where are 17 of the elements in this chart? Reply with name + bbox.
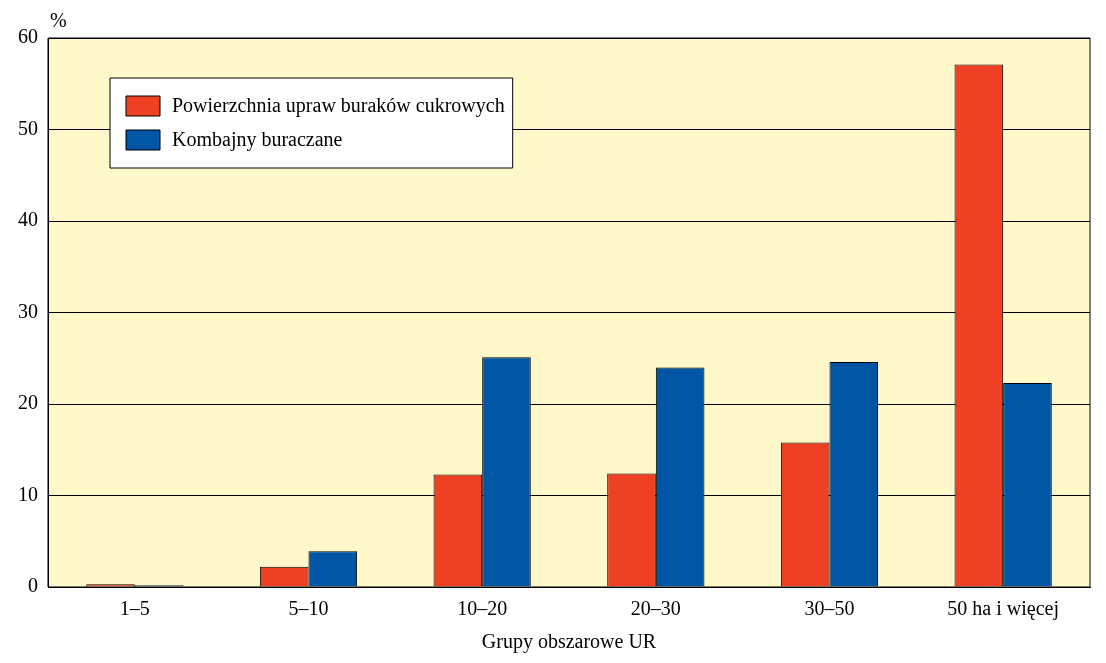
y-tick-label: 50 bbox=[18, 116, 38, 139]
x-tick-label: 20–30 bbox=[630, 597, 681, 620]
legend-label: Kombajny buraczane bbox=[172, 128, 343, 152]
x-tick-label: 5–10 bbox=[288, 597, 329, 620]
y-tick-label: 60 bbox=[18, 25, 38, 48]
y-tick-label: 10 bbox=[18, 482, 38, 505]
legend-label: Powierzchnia upraw buraków cukrowych bbox=[172, 94, 505, 118]
y-tick-label: 30 bbox=[18, 299, 38, 322]
x-tick-label: 50 ha i więcej bbox=[947, 597, 1059, 621]
y-tick-label: 0 bbox=[28, 574, 38, 597]
y-tick-label: 20 bbox=[18, 391, 38, 414]
x-tick-label: 30–50 bbox=[804, 597, 855, 620]
x-tick-label: 1–5 bbox=[119, 597, 150, 620]
y-tick-label: 40 bbox=[18, 208, 38, 231]
y-axis-title: % bbox=[50, 9, 67, 32]
x-tick-label: 10–20 bbox=[457, 597, 508, 620]
x-axis-title: Grupy obszarowe UR bbox=[481, 630, 657, 654]
